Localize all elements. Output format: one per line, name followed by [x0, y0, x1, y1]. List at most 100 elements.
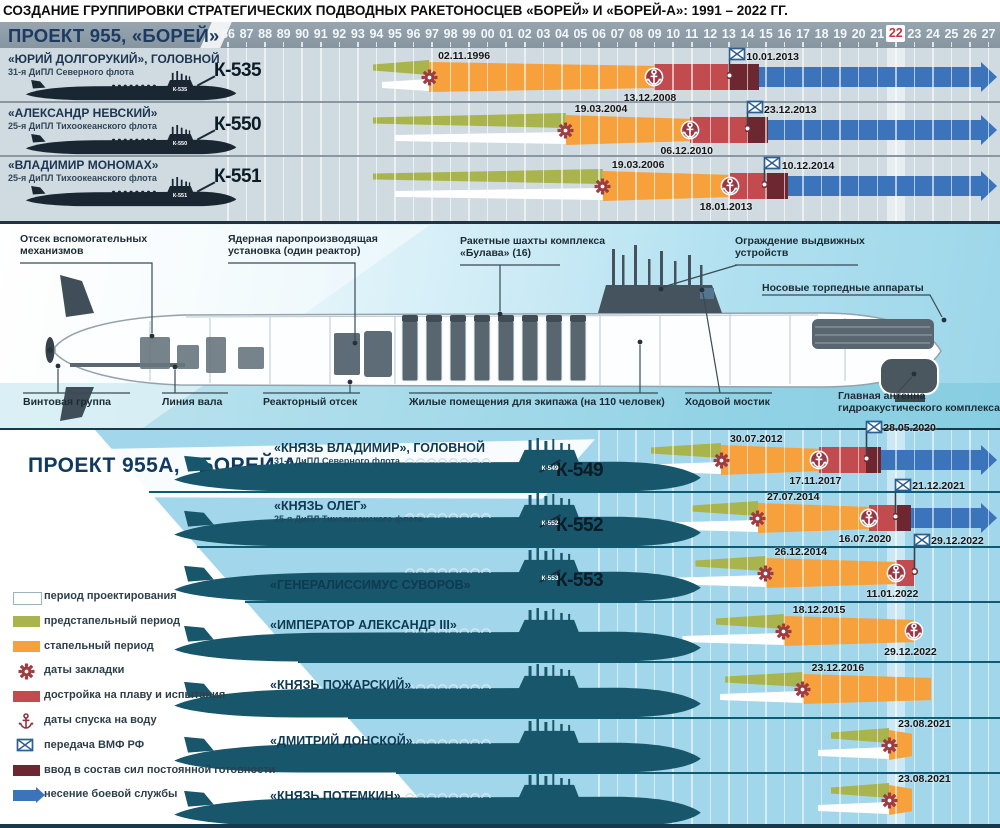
year-tick: [728, 42, 730, 47]
laying-gear-icon: [556, 121, 575, 140]
year-tick: [245, 42, 248, 47]
bottom-border: [0, 824, 1000, 828]
grid-line: [653, 48, 656, 221]
year-tick: [357, 42, 359, 47]
sail-text: К-553: [541, 575, 559, 582]
grid-line: [969, 430, 971, 824]
grid-line: [691, 430, 693, 824]
year-tick: [857, 42, 860, 47]
sail-text: К-550: [172, 140, 188, 147]
grid-line: [505, 48, 507, 221]
diagram-label: Ходовой мостик: [685, 396, 770, 408]
date-label: 29.12.2022: [931, 535, 984, 547]
legend-arrow-bar: [13, 789, 36, 801]
year-tick: [987, 42, 990, 47]
grid-line: [839, 430, 841, 824]
sail-text: К-549: [541, 465, 559, 472]
grid-line: [542, 48, 545, 221]
grid-line: [709, 48, 712, 221]
diagram-label: Ядерная паропроизводящая установка (один…: [228, 233, 378, 258]
submarine-name: «АЛЕКСАНДР НЕВСКИЙ»: [8, 106, 158, 120]
grid-line: [468, 48, 470, 221]
timeline-segment-pre_slipway: [725, 672, 803, 687]
diagram-label: Линия вала: [162, 396, 223, 408]
row-separator: [0, 101, 1000, 103]
timeline-segment-slipway: [802, 674, 932, 704]
year-tick: [820, 42, 823, 47]
submarine-cutaway-drawing: [0, 225, 1000, 430]
grid-line: [746, 48, 749, 221]
timeline-segment-service: [758, 67, 982, 87]
reactor: [334, 331, 392, 377]
row-separator: [0, 155, 1000, 157]
date-label: 06.12.2010: [660, 145, 713, 157]
fleet-label: 25-я ДиПЛ Тихоокеанского флота: [274, 514, 423, 524]
grid-line: [802, 48, 804, 221]
year-tick: [690, 42, 693, 47]
year-label: 86: [221, 27, 235, 41]
date-label: 23.12.2016: [811, 662, 865, 674]
timeline-segment-design: [381, 79, 430, 91]
timeline-segment-pre_slipway: [650, 443, 722, 458]
grid-line: [412, 48, 415, 221]
missile-tubes: [401, 315, 587, 382]
timeline-segment-design: [394, 132, 566, 144]
year-label: 27: [981, 27, 996, 41]
grid-line: [264, 48, 266, 221]
timeline-segment-design: [394, 188, 603, 200]
laying-gear-icon: [748, 509, 767, 528]
sail-text: К-552: [541, 520, 559, 527]
grid-line: [876, 430, 878, 824]
year-label: 99: [462, 27, 477, 41]
year-label: 90: [295, 27, 310, 41]
timeline-segment-design: [817, 802, 890, 814]
date-label: 19.03.2004: [574, 103, 628, 115]
legend-anchor-icon: [16, 711, 36, 731]
sail: [598, 245, 722, 313]
year-label: 14: [740, 27, 755, 41]
grid-line: [932, 430, 934, 824]
year-label: 06: [592, 27, 606, 41]
pennant-label: К-553: [556, 570, 604, 591]
legend-gear-icon: [17, 662, 36, 681]
year-tick: [319, 42, 322, 47]
sail-text: К-551: [172, 192, 188, 199]
year-label: 02: [517, 27, 532, 41]
year-tick: [783, 42, 786, 47]
year-tick: [561, 42, 563, 47]
pennant-label: К-551: [214, 166, 262, 187]
year-tick: [672, 42, 674, 47]
timeline-segment-design: [682, 633, 784, 645]
date-label: 23.08.2021: [898, 773, 951, 785]
year-tick: [579, 42, 582, 47]
date-label: 27.07.2014: [766, 491, 820, 503]
year-label: 98: [443, 27, 458, 41]
submarine-name: «КНЯЗЬ ВЛАДИМИР», ГОЛОВНОЙ: [274, 441, 485, 455]
grid-line: [579, 48, 582, 221]
section-divider: [0, 221, 1000, 224]
date-label: 13.12.2008: [623, 92, 677, 104]
timeline-segment-pre_slipway: [691, 501, 758, 516]
date-label: 26.12.2014: [774, 546, 828, 558]
year-label: 17: [796, 27, 810, 41]
submarine-name: «ИМПЕРАТОР АЛЕКСАНДР III»: [270, 618, 457, 632]
legend-swatch-fitting-box: [13, 690, 40, 702]
timeline-segment-service: [880, 450, 982, 470]
year-label: 25: [944, 27, 959, 41]
grid-line: [486, 48, 489, 221]
grid-line: [375, 48, 378, 221]
year-tick: [616, 42, 619, 47]
year-label: 95: [387, 27, 402, 41]
year-tick: [765, 42, 767, 47]
grid-line: [282, 48, 285, 221]
legend-label: даты закладки: [44, 664, 125, 677]
diagram-label: Ракетные шахты комплекса «Булава» (16): [460, 235, 606, 260]
date-label: 10.01.2013: [746, 51, 799, 63]
submarine-silhouette: [170, 493, 705, 552]
date-label: 17.11.2017: [789, 475, 842, 487]
grid-line: [227, 48, 229, 221]
timeline-segment-readiness: [729, 64, 759, 90]
timeline-segment-readiness: [895, 505, 911, 531]
date-label: 23.08.2021: [898, 718, 951, 730]
